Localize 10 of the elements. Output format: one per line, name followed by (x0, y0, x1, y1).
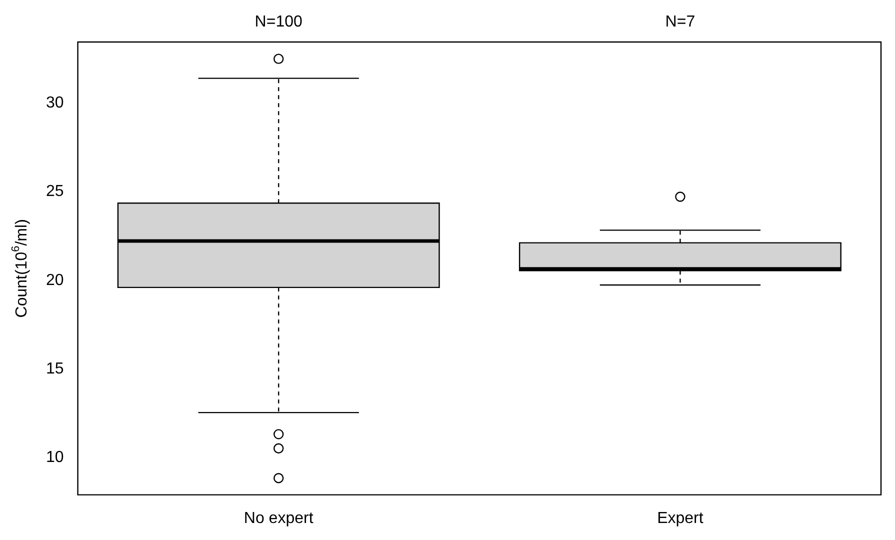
x-tick-label: No expert (244, 510, 314, 527)
y-axis-title: Count(106/ml) (10, 219, 30, 318)
text: N=100 (254, 13, 302, 30)
y-tick-label: 15 (46, 360, 64, 378)
text: N=7 (665, 13, 696, 30)
y-tick-label: 20 (46, 272, 64, 289)
y-tick-label: 25 (46, 183, 64, 200)
y-tick-label: 10 (46, 448, 64, 466)
x-tick-label: Expert (657, 510, 704, 527)
y-tick-label: 30 (46, 94, 64, 112)
